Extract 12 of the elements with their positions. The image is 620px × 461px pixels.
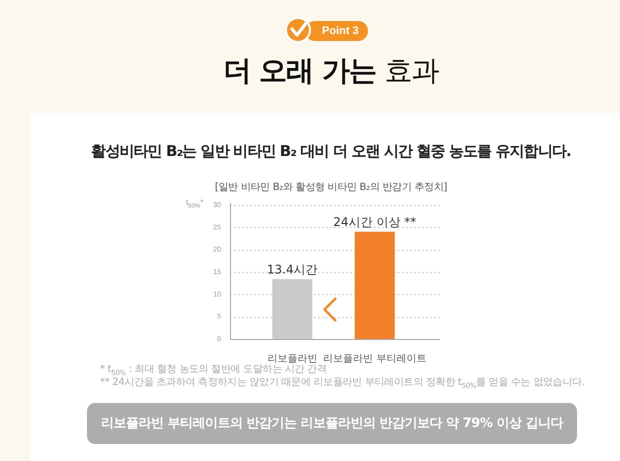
- chart-subtitle: 활성비타민 B₂는 일반 비타민 B₂ 대비 더 오랜 시간 혈중 농도를 유지합니다.: [90, 142, 572, 161]
- x-tick-label: 리보플라빈: [267, 354, 318, 365]
- y-axis-title: t$_{50%}$*: [186, 198, 204, 210]
- text: [일반 비타민 B₂와 활성형 비타민 B₂의 반감기 추정치]: [214, 181, 448, 194]
- chart-title: 더 오래 가는 효과: [223, 54, 439, 87]
- text: 리보플라빈 부티레이트의 반감기는 리보플라빈의 반감기보다 약 79% 이상 깁니다: [87, 403, 577, 444]
- text: ** 24시간을 초과하여 측정하지는 않았기 때문에 리보플라빈 부티레이트의 정확한 t$_{50%}$를 얻을 수는 없었습니다.: [100, 376, 585, 390]
- x-tick-label: 리보플라빈 부티레이트: [323, 354, 426, 365]
- data-label: 13.4시간: [266, 262, 318, 276]
- text: Point 3: [305, 21, 368, 41]
- text: * t$_{50%}$ : 최대 혈청 농도의 절반에 도달하는 시간 간격: [100, 363, 327, 377]
- data-label: 24시간 이상 **: [333, 214, 416, 229]
